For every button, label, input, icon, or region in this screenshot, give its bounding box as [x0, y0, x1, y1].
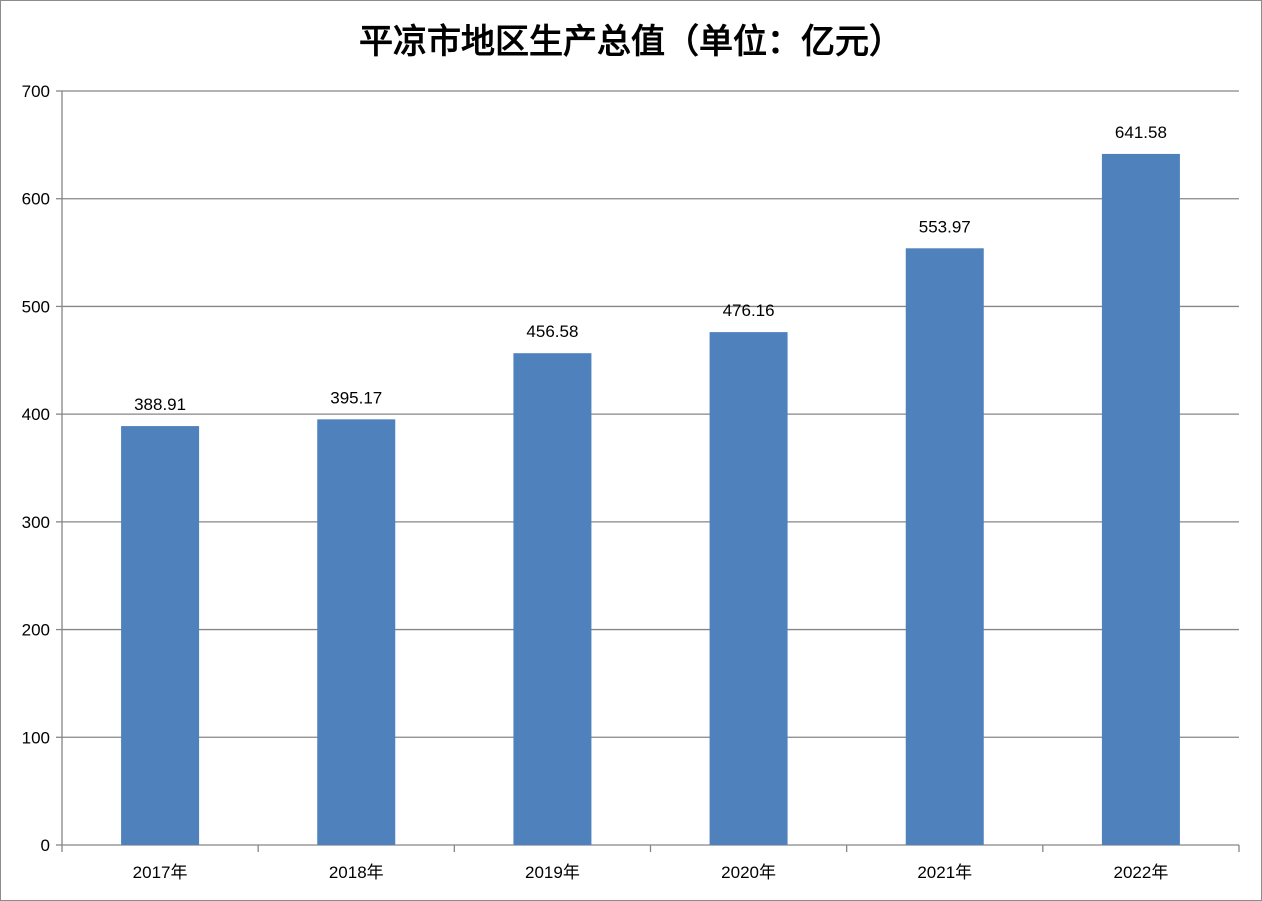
- y-tick-label: 700: [22, 82, 50, 101]
- y-tick-label: 100: [22, 728, 50, 747]
- data-labels: 388.91 395.17 456.58 476.16 553.97 641.58: [134, 123, 1167, 414]
- x-tick-label: 2017年: [133, 863, 188, 882]
- x-axis-tick-labels: 2017年 2018年 2019年 2020年 2021年 2022年: [133, 863, 1169, 882]
- data-label: 476.16: [723, 301, 775, 320]
- y-tick-label: 500: [22, 297, 50, 316]
- x-tick-label: 2021年: [917, 863, 972, 882]
- x-tick-label: 2020年: [721, 863, 776, 882]
- y-tick-label: 400: [22, 405, 50, 424]
- x-tick-label: 2022年: [1114, 863, 1169, 882]
- bar: [121, 426, 200, 845]
- bar: [709, 332, 788, 845]
- y-tick-label: 300: [22, 513, 50, 532]
- data-label: 641.58: [1115, 123, 1167, 142]
- axes: [56, 90, 1240, 852]
- bar: [317, 419, 396, 845]
- data-label: 456.58: [526, 322, 578, 341]
- data-label: 388.91: [134, 395, 186, 414]
- x-tick-label: 2018年: [329, 863, 384, 882]
- y-axis-tick-labels: 0 100 200 300 400 500 600 700: [22, 82, 50, 855]
- gridlines: [62, 90, 1239, 738]
- bars: [121, 153, 1180, 845]
- data-label: 395.17: [330, 388, 382, 407]
- y-tick-label: 0: [41, 836, 50, 855]
- x-tick-label: 2019年: [525, 863, 580, 882]
- bar: [1101, 153, 1180, 845]
- chart-title: 平凉市地区生产总值（单位：亿元）: [359, 22, 903, 62]
- bar: [513, 353, 592, 845]
- y-tick-label: 600: [22, 190, 50, 209]
- y-tick-label: 200: [22, 621, 50, 640]
- data-label: 553.97: [919, 217, 971, 236]
- bar: [905, 248, 984, 845]
